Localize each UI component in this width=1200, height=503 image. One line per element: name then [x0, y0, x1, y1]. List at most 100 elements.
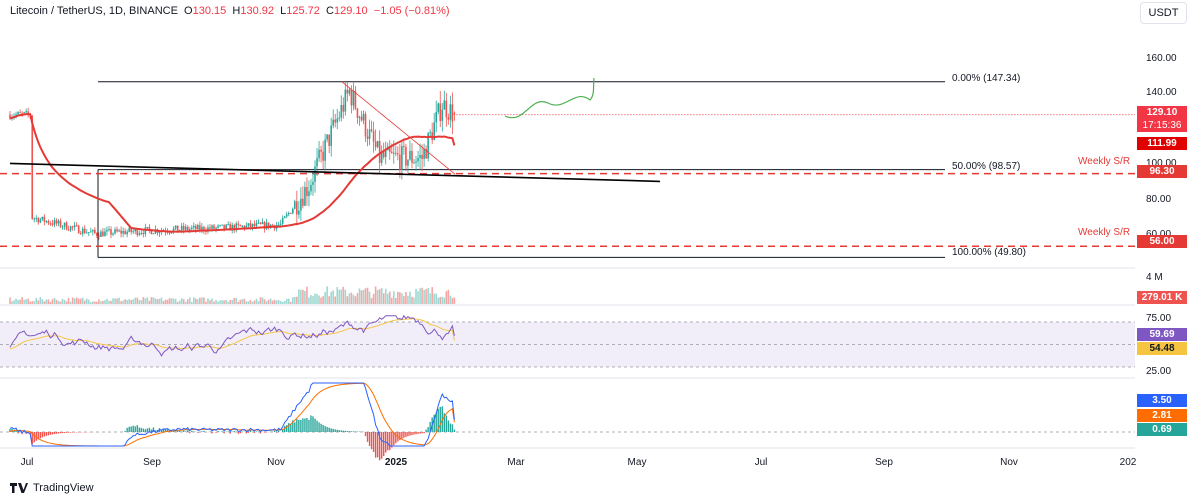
price-tick: 100.00: [1146, 158, 1177, 169]
volume-bar: [314, 293, 316, 304]
rsi-pane: [0, 314, 1135, 368]
candle-body: [158, 231, 161, 233]
candle-body: [150, 229, 153, 235]
candle-body: [292, 208, 294, 214]
volume-bar: [77, 298, 80, 304]
macd-histogram-bar: [346, 431, 349, 432]
macd-histogram-bar: [409, 432, 411, 436]
candle-body: [419, 154, 421, 158]
macd-histogram-bar: [306, 417, 308, 432]
candle-body: [142, 233, 145, 235]
candle-body: [441, 109, 444, 122]
price-tick: 160.00: [1146, 53, 1177, 64]
candle-body: [21, 112, 23, 114]
candle-body: [122, 230, 124, 234]
macd-histogram-bar: [310, 415, 312, 432]
volume-bar: [241, 299, 244, 304]
currency-button[interactable]: USDT: [1140, 2, 1187, 24]
volume-bar: [443, 297, 446, 304]
macd-histogram-bar: [288, 423, 290, 432]
volume-bar: [453, 297, 456, 304]
rsi-value-label: 59.69: [1137, 328, 1187, 341]
rsi-band: [0, 322, 1135, 367]
volume-bar: [15, 298, 17, 304]
high-value: 130.92: [240, 5, 274, 17]
macd-histogram-bar: [415, 432, 417, 435]
macd-histogram-bar: [437, 408, 439, 432]
volume-bar: [393, 291, 395, 304]
macd-histogram-bar: [304, 418, 306, 432]
volume-bar: [142, 297, 145, 304]
macd-histogram-bar: [197, 432, 199, 433]
macd-histogram-bar: [403, 432, 405, 438]
weekly-sr-upper-label: Weekly S/R: [1078, 156, 1131, 167]
candle-body: [106, 229, 108, 232]
macd-histogram-bar: [59, 432, 62, 434]
volume-bar: [429, 293, 431, 304]
volume-bar: [193, 297, 195, 304]
macd-histogram-bar: [263, 432, 266, 433]
volume-bar: [29, 301, 31, 304]
volume-bar: [374, 286, 377, 304]
candle-body: [360, 116, 363, 121]
macd-histogram-bar: [407, 432, 409, 437]
volume-bar: [172, 298, 175, 304]
volume-bar: [174, 298, 177, 304]
candle-body: [243, 225, 246, 229]
volume-bar: [405, 292, 407, 304]
macd-histogram-bar: [338, 430, 340, 432]
candle-body: [193, 225, 195, 228]
volume-bar: [170, 298, 173, 304]
volume-bar: [11, 301, 13, 304]
macd-histogram-bar: [387, 432, 389, 451]
macd-histogram-bar: [259, 432, 262, 434]
volume-bar: [423, 289, 425, 304]
macd-histogram-bar: [166, 429, 169, 432]
x-tick: 2025: [384, 457, 408, 468]
candle-body: [289, 212, 292, 214]
candle-body: [298, 210, 300, 215]
volume-bar: [269, 298, 272, 304]
volume-bar: [397, 291, 399, 304]
volume-bar: [148, 300, 151, 304]
volume-bar: [27, 298, 29, 304]
volume-bar: [17, 299, 19, 304]
candle-body: [338, 117, 341, 119]
volume-bar: [411, 296, 413, 304]
volume-bar: [231, 299, 233, 304]
candle-body: [393, 152, 395, 154]
tradingview-logo[interactable]: TradingView: [10, 482, 94, 494]
candle-body: [332, 119, 334, 126]
volume-bar: [94, 301, 96, 304]
macd-histogram-bar: [417, 432, 419, 434]
volume-bar: [328, 296, 330, 304]
macd-histogram-bar: [413, 432, 415, 435]
candle-body: [413, 162, 415, 164]
macd-histogram-bar: [203, 430, 205, 432]
macd-histogram-bar: [9, 428, 11, 432]
candle-body: [87, 232, 90, 234]
macd-histogram-bar: [332, 428, 334, 432]
macd-histogram-bar: [275, 432, 278, 433]
volume-bar: [409, 291, 411, 304]
macd-histogram-bar: [322, 425, 324, 432]
candle-body: [9, 114, 11, 119]
volume-bar: [39, 297, 42, 304]
macd-histogram-bar: [209, 431, 211, 432]
volume-bar: [164, 299, 167, 304]
volume-bar: [259, 297, 262, 304]
volume-bar: [350, 292, 353, 304]
macd-histogram-bar: [51, 432, 54, 435]
candle-body: [31, 115, 34, 219]
volume-bar: [96, 301, 98, 304]
macd-histogram-bar: [201, 431, 203, 432]
candle-body: [324, 139, 326, 161]
candle-body: [73, 225, 76, 228]
macd-histogram-bar: [132, 425, 134, 432]
candle-body: [100, 231, 102, 237]
candle-body: [201, 226, 203, 230]
volume-bar: [275, 300, 278, 304]
volume-bar: [356, 293, 359, 304]
macd-histogram-bar: [55, 432, 58, 434]
